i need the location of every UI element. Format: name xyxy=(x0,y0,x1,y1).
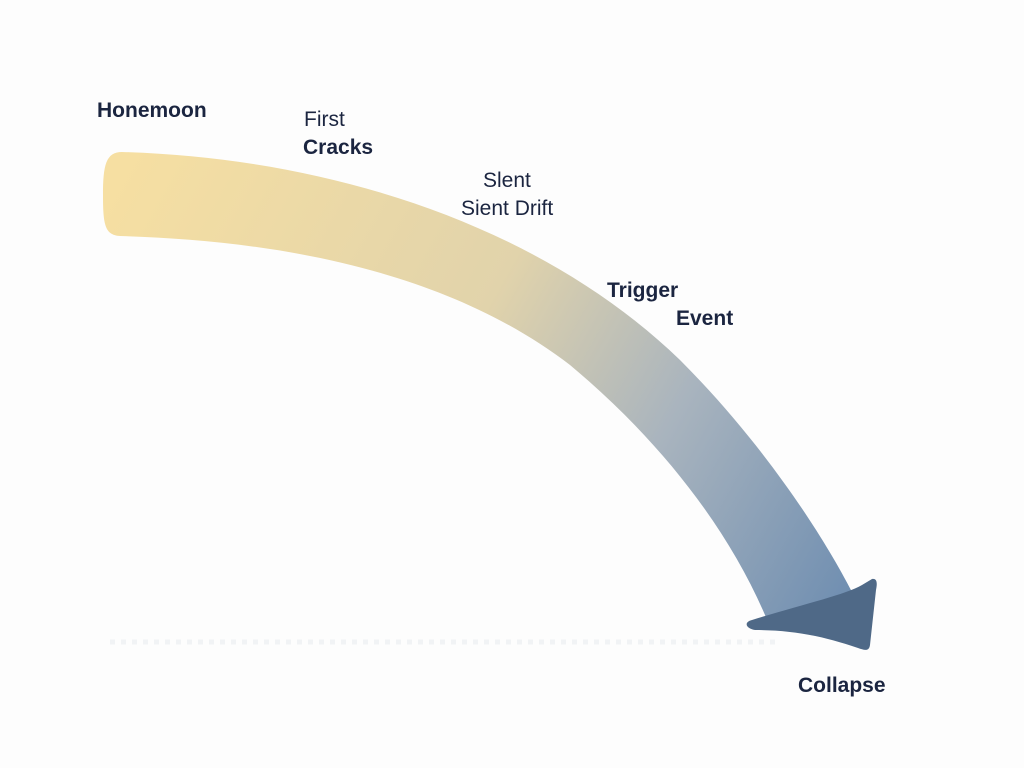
stage-first-cracks-line1: First xyxy=(304,108,345,131)
arrow-band xyxy=(103,152,852,622)
stage-trigger-line2: Event xyxy=(676,307,734,330)
stage-silent-drift-line2: Sient Drift xyxy=(461,197,554,220)
arrowhead xyxy=(746,578,877,650)
stage-honeymoon: Honemoon xyxy=(97,99,207,122)
stage-trigger-line1: Trigger xyxy=(607,279,679,302)
stage-collapse: Collapse xyxy=(798,674,886,697)
stage-first-cracks-line2: Cracks xyxy=(303,136,374,159)
stage-silent-drift-line1: Slent xyxy=(483,169,531,192)
